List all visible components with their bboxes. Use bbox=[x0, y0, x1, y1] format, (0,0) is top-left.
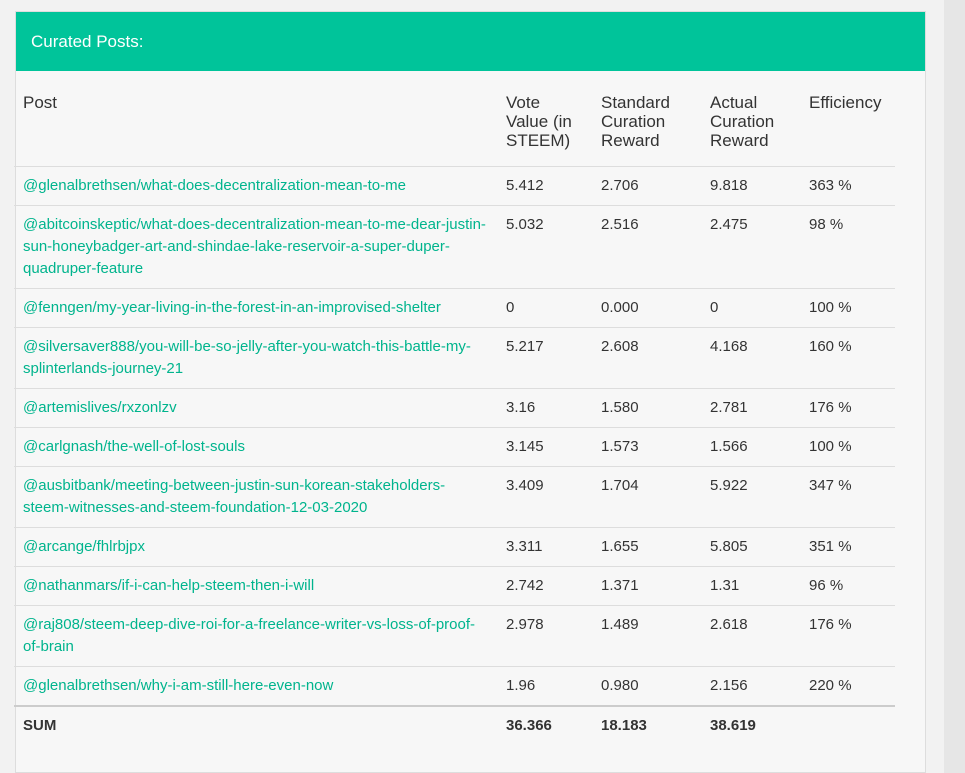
table-row: @raj808/steem-deep-dive-roi-for-a-freela… bbox=[14, 605, 895, 667]
efficiency-cell: 176 % bbox=[800, 388, 895, 428]
post-cell: @nathanmars/if-i-can-help-steem-then-i-w… bbox=[14, 566, 497, 606]
efficiency-cell: 351 % bbox=[800, 527, 895, 567]
post-link[interactable]: @glenalbrethsen/what-does-decentralizati… bbox=[23, 177, 406, 194]
post-link[interactable]: @nathanmars/if-i-can-help-steem-then-i-w… bbox=[23, 577, 315, 594]
table-row: @abitcoinskeptic/what-does-decentralizat… bbox=[14, 205, 895, 289]
standard-reward-cell: 1.655 bbox=[592, 527, 701, 567]
vote-value-cell: 2.978 bbox=[497, 605, 592, 667]
actual-reward-cell: 5.922 bbox=[701, 466, 800, 528]
table-row: @ausbitbank/meeting-between-justin-sun-k… bbox=[14, 466, 895, 528]
actual-reward-cell: 2.475 bbox=[701, 205, 800, 289]
table-row: @artemislives/rxzonlzv 3.16 1.580 2.781 … bbox=[14, 388, 895, 428]
sum-actual-reward: 38.619 bbox=[701, 705, 800, 745]
standard-reward-cell: 2.516 bbox=[592, 205, 701, 289]
post-cell: @carlgnash/the-well-of-lost-souls bbox=[14, 427, 497, 467]
standard-reward-cell: 1.704 bbox=[592, 466, 701, 528]
vote-value-cell: 1.96 bbox=[497, 666, 592, 706]
post-cell: @glenalbrethsen/what-does-decentralizati… bbox=[14, 166, 497, 206]
efficiency-cell: 220 % bbox=[800, 666, 895, 706]
sum-label: SUM bbox=[14, 705, 497, 745]
vote-value-cell: 5.032 bbox=[497, 205, 592, 289]
vote-value-cell: 0 bbox=[497, 288, 592, 328]
column-header-actual-curation-reward: Actual Curation Reward bbox=[710, 93, 775, 150]
post-cell: @abitcoinskeptic/what-does-decentralizat… bbox=[14, 205, 497, 289]
post-link[interactable]: @arcange/fhlrbjpx bbox=[23, 538, 145, 555]
vote-value-cell: 3.311 bbox=[497, 527, 592, 567]
actual-reward-cell: 9.818 bbox=[701, 166, 800, 206]
post-cell: @fenngen/my-year-living-in-the-forest-in… bbox=[14, 288, 497, 328]
efficiency-cell: 100 % bbox=[800, 288, 895, 328]
vote-value-cell: 2.742 bbox=[497, 566, 592, 606]
efficiency-cell: 98 % bbox=[800, 205, 895, 289]
page-scroll-gutter bbox=[944, 0, 965, 773]
table-row: @carlgnash/the-well-of-lost-souls 3.145 … bbox=[14, 427, 895, 467]
vote-value-cell: 3.145 bbox=[497, 427, 592, 467]
actual-reward-cell: 2.156 bbox=[701, 666, 800, 706]
table-row: @glenalbrethsen/why-i-am-still-here-even… bbox=[14, 666, 895, 706]
efficiency-cell: 96 % bbox=[800, 566, 895, 606]
panel-header: Curated Posts: bbox=[16, 12, 925, 71]
post-link[interactable]: @glenalbrethsen/why-i-am-still-here-even… bbox=[23, 677, 334, 694]
actual-reward-cell: 2.618 bbox=[701, 605, 800, 667]
post-link[interactable]: @artemislives/rxzonlzv bbox=[23, 399, 177, 416]
table-header-row: Post Vote Value (in STEEM) Standard Cura… bbox=[14, 89, 895, 167]
sum-row: SUM 36.366 18.183 38.619 bbox=[14, 705, 895, 745]
standard-reward-cell: 1.489 bbox=[592, 605, 701, 667]
table-row: @fenngen/my-year-living-in-the-forest-in… bbox=[14, 288, 895, 328]
efficiency-cell: 160 % bbox=[800, 327, 895, 389]
actual-reward-cell: 5.805 bbox=[701, 527, 800, 567]
panel-title: Curated Posts: bbox=[31, 32, 144, 51]
vote-value-cell: 3.16 bbox=[497, 388, 592, 428]
actual-reward-cell: 2.781 bbox=[701, 388, 800, 428]
table-row: @glenalbrethsen/what-does-decentralizati… bbox=[14, 166, 895, 206]
vote-value-cell: 3.409 bbox=[497, 466, 592, 528]
post-link[interactable]: @silversaver888/you-will-be-so-jelly-aft… bbox=[23, 338, 471, 377]
vote-value-cell: 5.412 bbox=[497, 166, 592, 206]
efficiency-cell: 100 % bbox=[800, 427, 895, 467]
table-row: @nathanmars/if-i-can-help-steem-then-i-w… bbox=[14, 566, 895, 606]
post-cell: @arcange/fhlrbjpx bbox=[14, 527, 497, 567]
curated-posts-table-container: Post Vote Value (in STEEM) Standard Cura… bbox=[14, 89, 895, 745]
post-cell: @ausbitbank/meeting-between-justin-sun-k… bbox=[14, 466, 497, 528]
table-row: @silversaver888/you-will-be-so-jelly-aft… bbox=[14, 327, 895, 389]
sum-efficiency bbox=[800, 705, 895, 745]
actual-reward-cell: 1.566 bbox=[701, 427, 800, 467]
standard-reward-cell: 1.371 bbox=[592, 566, 701, 606]
actual-reward-cell: 4.168 bbox=[701, 327, 800, 389]
actual-reward-cell: 0 bbox=[701, 288, 800, 328]
actual-reward-cell: 1.31 bbox=[701, 566, 800, 606]
standard-reward-cell: 1.580 bbox=[592, 388, 701, 428]
standard-reward-cell: 1.573 bbox=[592, 427, 701, 467]
column-header-post: Post bbox=[23, 93, 58, 112]
column-header-efficiency: Efficiency bbox=[809, 93, 882, 112]
post-link[interactable]: @fenngen/my-year-living-in-the-forest-in… bbox=[23, 299, 441, 316]
efficiency-cell: 176 % bbox=[800, 605, 895, 667]
standard-reward-cell: 2.706 bbox=[592, 166, 701, 206]
efficiency-cell: 363 % bbox=[800, 166, 895, 206]
curated-posts-table: Post Vote Value (in STEEM) Standard Cura… bbox=[14, 89, 895, 745]
standard-reward-cell: 0.000 bbox=[592, 288, 701, 328]
sum-standard-reward: 18.183 bbox=[592, 705, 701, 745]
post-link[interactable]: @abitcoinskeptic/what-does-decentralizat… bbox=[23, 216, 486, 277]
efficiency-cell: 347 % bbox=[800, 466, 895, 528]
table-row: @arcange/fhlrbjpx 3.311 1.655 5.805 351 … bbox=[14, 527, 895, 567]
post-link[interactable]: @carlgnash/the-well-of-lost-souls bbox=[23, 438, 245, 455]
post-cell: @raj808/steem-deep-dive-roi-for-a-freela… bbox=[14, 605, 497, 667]
standard-reward-cell: 2.608 bbox=[592, 327, 701, 389]
post-cell: @glenalbrethsen/why-i-am-still-here-even… bbox=[14, 666, 497, 706]
column-header-standard-curation-reward: Standard Curation Reward bbox=[601, 93, 670, 150]
vote-value-cell: 5.217 bbox=[497, 327, 592, 389]
column-header-vote-value: Vote Value (in STEEM) bbox=[506, 93, 572, 150]
standard-reward-cell: 0.980 bbox=[592, 666, 701, 706]
post-cell: @silversaver888/you-will-be-so-jelly-aft… bbox=[14, 327, 497, 389]
sum-vote-value: 36.366 bbox=[497, 705, 592, 745]
post-link[interactable]: @raj808/steem-deep-dive-roi-for-a-freela… bbox=[23, 616, 476, 655]
post-link[interactable]: @ausbitbank/meeting-between-justin-sun-k… bbox=[23, 477, 446, 516]
post-cell: @artemislives/rxzonlzv bbox=[14, 388, 497, 428]
